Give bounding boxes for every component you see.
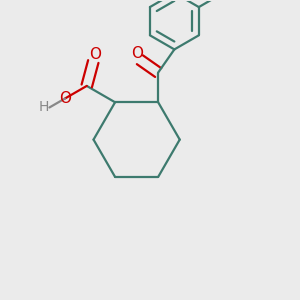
- Text: O: O: [131, 46, 143, 61]
- Text: O: O: [59, 91, 71, 106]
- Text: O: O: [89, 46, 101, 62]
- Text: H: H: [39, 100, 49, 114]
